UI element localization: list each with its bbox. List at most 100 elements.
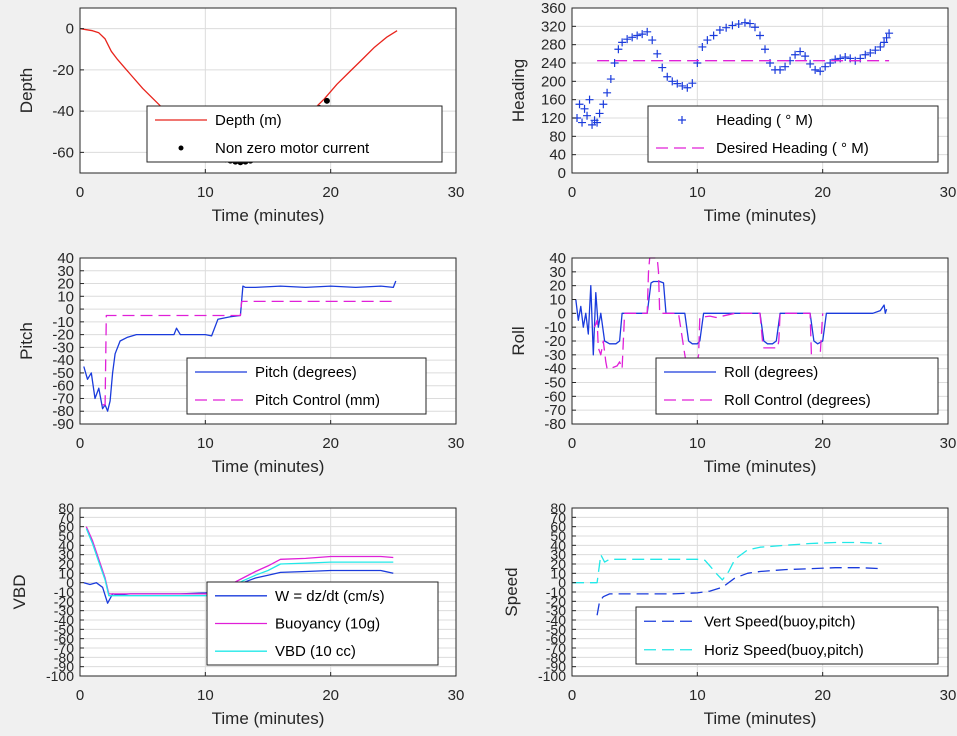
- y-tick-label: 40: [549, 250, 566, 267]
- data-point: [623, 35, 632, 44]
- y-tick-label: 40: [58, 537, 74, 553]
- x-tick-label: 0: [568, 435, 576, 452]
- data-point: [831, 55, 840, 64]
- y-tick-label: -80: [544, 416, 566, 433]
- legend: Pitch (degrees) Pitch Control (mm): [186, 357, 427, 415]
- y-tick-label: -60: [52, 144, 74, 161]
- data-point: [588, 120, 597, 129]
- data-point: [861, 50, 870, 59]
- series-roll-0: [575, 280, 888, 356]
- y-tick-label: 60: [58, 519, 74, 535]
- x-tick-label: 30: [448, 435, 465, 452]
- data-point: [678, 81, 687, 90]
- data-point: [658, 63, 667, 72]
- y-tick-label: 0: [66, 21, 74, 38]
- data-point: [668, 77, 677, 86]
- data-point: [585, 95, 594, 104]
- x-tick-label: 10: [197, 687, 214, 704]
- x-tick-label: 0: [568, 184, 576, 201]
- y-tick-label: -20: [52, 327, 74, 344]
- y-tick-label: 160: [541, 92, 566, 109]
- y-tick-label: -100: [538, 668, 566, 684]
- y-axis-label: Heading: [509, 59, 528, 122]
- data-point: [688, 79, 697, 88]
- y-tick-label: 30: [549, 264, 566, 281]
- legend-box: [635, 606, 939, 665]
- data-point: [811, 65, 820, 74]
- y-tick-label: 80: [58, 500, 74, 516]
- series-pitch-0: [83, 280, 397, 412]
- y-tick-label: 0: [66, 301, 74, 318]
- legend-label: Pitch Control (mm): [255, 392, 380, 409]
- x-tick-label: 20: [814, 687, 831, 704]
- y-axis-label: VBD: [10, 575, 29, 610]
- data-point: [323, 97, 330, 104]
- y-tick-label: 280: [541, 37, 566, 54]
- y-tick-label: -60: [546, 631, 566, 647]
- legend: W = dz/dt (cm/s) Buoyancy (10g) VBD (10 cc…: [206, 581, 439, 666]
- y-axis-label: Speed: [502, 567, 521, 616]
- data-point: [599, 100, 608, 109]
- y-tick-label: -60: [54, 631, 74, 647]
- y-tick-label: -70: [52, 390, 74, 407]
- data-point: [683, 83, 692, 92]
- legend-box: [146, 105, 443, 163]
- legend-swatch: [178, 145, 184, 151]
- y-tick-label: 10: [57, 288, 74, 305]
- x-tick-label: 30: [448, 184, 465, 201]
- legend-box: [655, 357, 939, 415]
- x-axis-label: Time (minutes): [212, 206, 325, 225]
- y-tick-label: -80: [52, 403, 74, 420]
- x-axis-label: Time (minutes): [212, 457, 325, 476]
- y-tick-label: -20: [546, 593, 566, 609]
- y-tick-label: -70: [54, 640, 74, 656]
- y-tick-label: -30: [546, 603, 566, 619]
- data-point: [606, 75, 615, 84]
- x-tick-label: 20: [814, 184, 831, 201]
- legend-label: Desired Heading ( ° M): [716, 140, 869, 157]
- x-tick-label: 20: [322, 184, 339, 201]
- y-tick-label: 30: [57, 263, 74, 280]
- x-axis-label: Time (minutes): [704, 709, 817, 728]
- legend-label: W = dz/dt (cm/s): [275, 588, 385, 605]
- data-point: [595, 109, 604, 118]
- y-tick-label: 20: [58, 556, 74, 572]
- y-tick-label: 240: [541, 55, 566, 72]
- y-tick-label: 0: [66, 575, 74, 591]
- y-tick-label: -70: [546, 640, 566, 656]
- legend: Vert Speed(buoy,pitch) Horiz Speed(buoy,p…: [635, 606, 939, 665]
- x-axis-label: Time (minutes): [212, 709, 325, 728]
- series-line: [102, 300, 398, 406]
- y-tick-label: 30: [58, 547, 74, 563]
- legend-label: Horiz Speed(buoy,pitch): [704, 642, 864, 659]
- data-point: [756, 31, 764, 40]
- y-tick-label: -50: [544, 375, 566, 392]
- x-tick-label: 30: [940, 184, 957, 201]
- data-point: [734, 20, 743, 29]
- data-point: [578, 118, 587, 127]
- y-tick-label: -30: [544, 347, 566, 364]
- data-point: [614, 45, 623, 54]
- y-tick-label: 20: [550, 556, 566, 572]
- y-tick-label: -80: [546, 649, 566, 665]
- data-point: [709, 31, 718, 40]
- y-tick-label: -60: [544, 388, 566, 405]
- y-tick-label: 20: [57, 276, 74, 293]
- x-tick-label: 10: [197, 184, 214, 201]
- data-point: [866, 48, 875, 57]
- axes-box: [79, 257, 457, 425]
- y-tick-label: -20: [544, 333, 566, 350]
- data-point: [826, 59, 835, 67]
- data-point: [781, 62, 790, 71]
- data-point: [801, 52, 810, 61]
- data-point: [580, 104, 589, 113]
- data-point: [750, 23, 759, 32]
- legend-label: Roll (degrees): [724, 364, 818, 381]
- legend-box: [647, 105, 939, 163]
- data-point: [871, 46, 880, 55]
- chart-roll: 0 10 20 30403020100-10-20-30-40-50-60-70-80…: [509, 250, 956, 476]
- data-point: [806, 59, 815, 68]
- y-tick-label: 80: [549, 128, 566, 145]
- data-point: [673, 79, 682, 88]
